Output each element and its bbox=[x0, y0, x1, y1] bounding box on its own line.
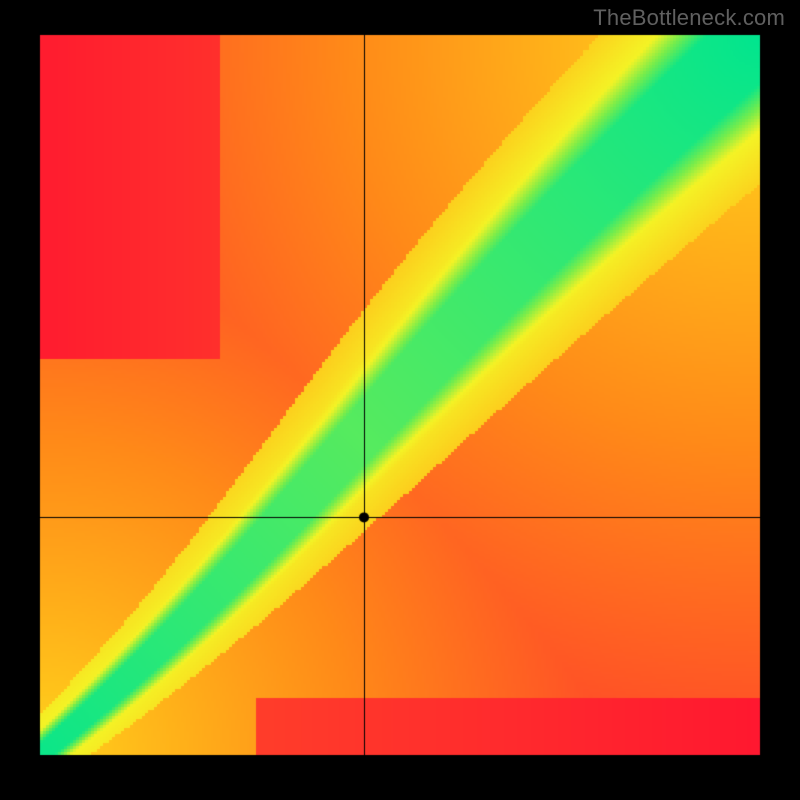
watermark-label: TheBottleneck.com bbox=[593, 5, 785, 31]
chart-stage: TheBottleneck.com bbox=[0, 0, 800, 800]
bottleneck-heatmap-canvas bbox=[0, 0, 800, 800]
